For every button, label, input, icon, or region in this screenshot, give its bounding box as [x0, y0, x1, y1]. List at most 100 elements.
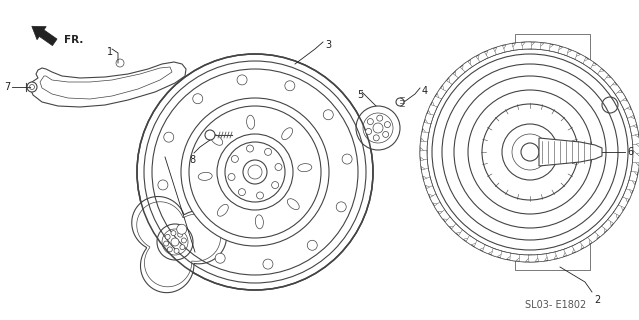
Polygon shape [482, 244, 497, 254]
Circle shape [193, 94, 203, 104]
Ellipse shape [247, 115, 255, 129]
Circle shape [307, 240, 317, 250]
Circle shape [377, 115, 383, 121]
Text: 2: 2 [594, 295, 600, 305]
Circle shape [383, 132, 389, 137]
Text: 3: 3 [325, 40, 331, 50]
Polygon shape [420, 150, 427, 163]
Polygon shape [626, 177, 635, 190]
Circle shape [396, 98, 404, 106]
Circle shape [181, 98, 329, 246]
Circle shape [116, 59, 124, 67]
Circle shape [356, 106, 400, 150]
Polygon shape [631, 159, 639, 172]
Polygon shape [459, 230, 472, 239]
Circle shape [181, 238, 187, 243]
Polygon shape [601, 78, 615, 87]
Polygon shape [477, 52, 488, 64]
Polygon shape [546, 251, 558, 260]
Polygon shape [608, 210, 617, 223]
Circle shape [237, 75, 247, 85]
Polygon shape [595, 71, 608, 80]
Polygon shape [588, 65, 601, 74]
Polygon shape [520, 254, 532, 262]
Circle shape [323, 110, 334, 120]
Polygon shape [528, 254, 541, 262]
Circle shape [275, 164, 282, 171]
Circle shape [256, 192, 263, 199]
Polygon shape [463, 61, 472, 74]
Polygon shape [601, 217, 611, 230]
Text: SL03- E1802: SL03- E1802 [525, 300, 587, 310]
Polygon shape [421, 132, 429, 145]
Polygon shape [425, 114, 434, 127]
Text: 7: 7 [4, 82, 10, 92]
Circle shape [164, 132, 174, 142]
Polygon shape [633, 141, 639, 154]
Polygon shape [420, 141, 427, 154]
Circle shape [228, 173, 235, 180]
Ellipse shape [211, 134, 222, 145]
Polygon shape [433, 96, 442, 110]
Ellipse shape [198, 172, 212, 180]
Circle shape [272, 181, 279, 188]
Polygon shape [539, 138, 602, 166]
Ellipse shape [282, 128, 293, 140]
Ellipse shape [288, 199, 299, 210]
Polygon shape [424, 177, 434, 189]
Polygon shape [564, 244, 575, 256]
Polygon shape [515, 34, 590, 270]
Polygon shape [422, 123, 431, 136]
Polygon shape [500, 251, 514, 260]
Circle shape [165, 234, 170, 239]
Polygon shape [440, 210, 452, 220]
Circle shape [420, 42, 639, 262]
Polygon shape [546, 44, 559, 53]
Circle shape [385, 122, 390, 128]
Text: 6: 6 [627, 147, 633, 157]
Ellipse shape [298, 164, 312, 172]
Circle shape [167, 247, 173, 252]
Circle shape [137, 54, 373, 290]
Ellipse shape [256, 215, 263, 229]
Polygon shape [426, 186, 438, 197]
Polygon shape [528, 42, 541, 50]
Polygon shape [437, 88, 447, 102]
Circle shape [248, 165, 262, 179]
Polygon shape [510, 253, 523, 261]
Polygon shape [555, 248, 567, 259]
Polygon shape [491, 248, 505, 257]
Polygon shape [30, 62, 186, 107]
Polygon shape [619, 194, 627, 208]
Polygon shape [629, 168, 637, 181]
Circle shape [367, 119, 373, 124]
Polygon shape [613, 92, 626, 102]
Polygon shape [32, 26, 57, 46]
Polygon shape [466, 235, 480, 245]
Text: FR.: FR. [64, 35, 83, 45]
Circle shape [521, 143, 539, 161]
Polygon shape [474, 240, 488, 250]
Polygon shape [629, 124, 638, 136]
Circle shape [432, 54, 628, 250]
Circle shape [217, 134, 293, 210]
Circle shape [215, 253, 225, 263]
Ellipse shape [217, 204, 228, 216]
Polygon shape [445, 217, 458, 226]
Circle shape [373, 135, 380, 141]
Polygon shape [631, 132, 639, 145]
Polygon shape [572, 54, 586, 64]
Polygon shape [428, 105, 438, 118]
Polygon shape [435, 202, 447, 212]
Circle shape [158, 180, 168, 190]
Polygon shape [622, 107, 634, 118]
Polygon shape [493, 45, 505, 56]
Polygon shape [537, 43, 550, 51]
Polygon shape [633, 150, 639, 163]
Polygon shape [572, 240, 583, 252]
Polygon shape [470, 56, 480, 69]
Circle shape [502, 124, 558, 180]
Polygon shape [422, 168, 431, 180]
Polygon shape [502, 44, 514, 53]
Polygon shape [430, 194, 442, 205]
